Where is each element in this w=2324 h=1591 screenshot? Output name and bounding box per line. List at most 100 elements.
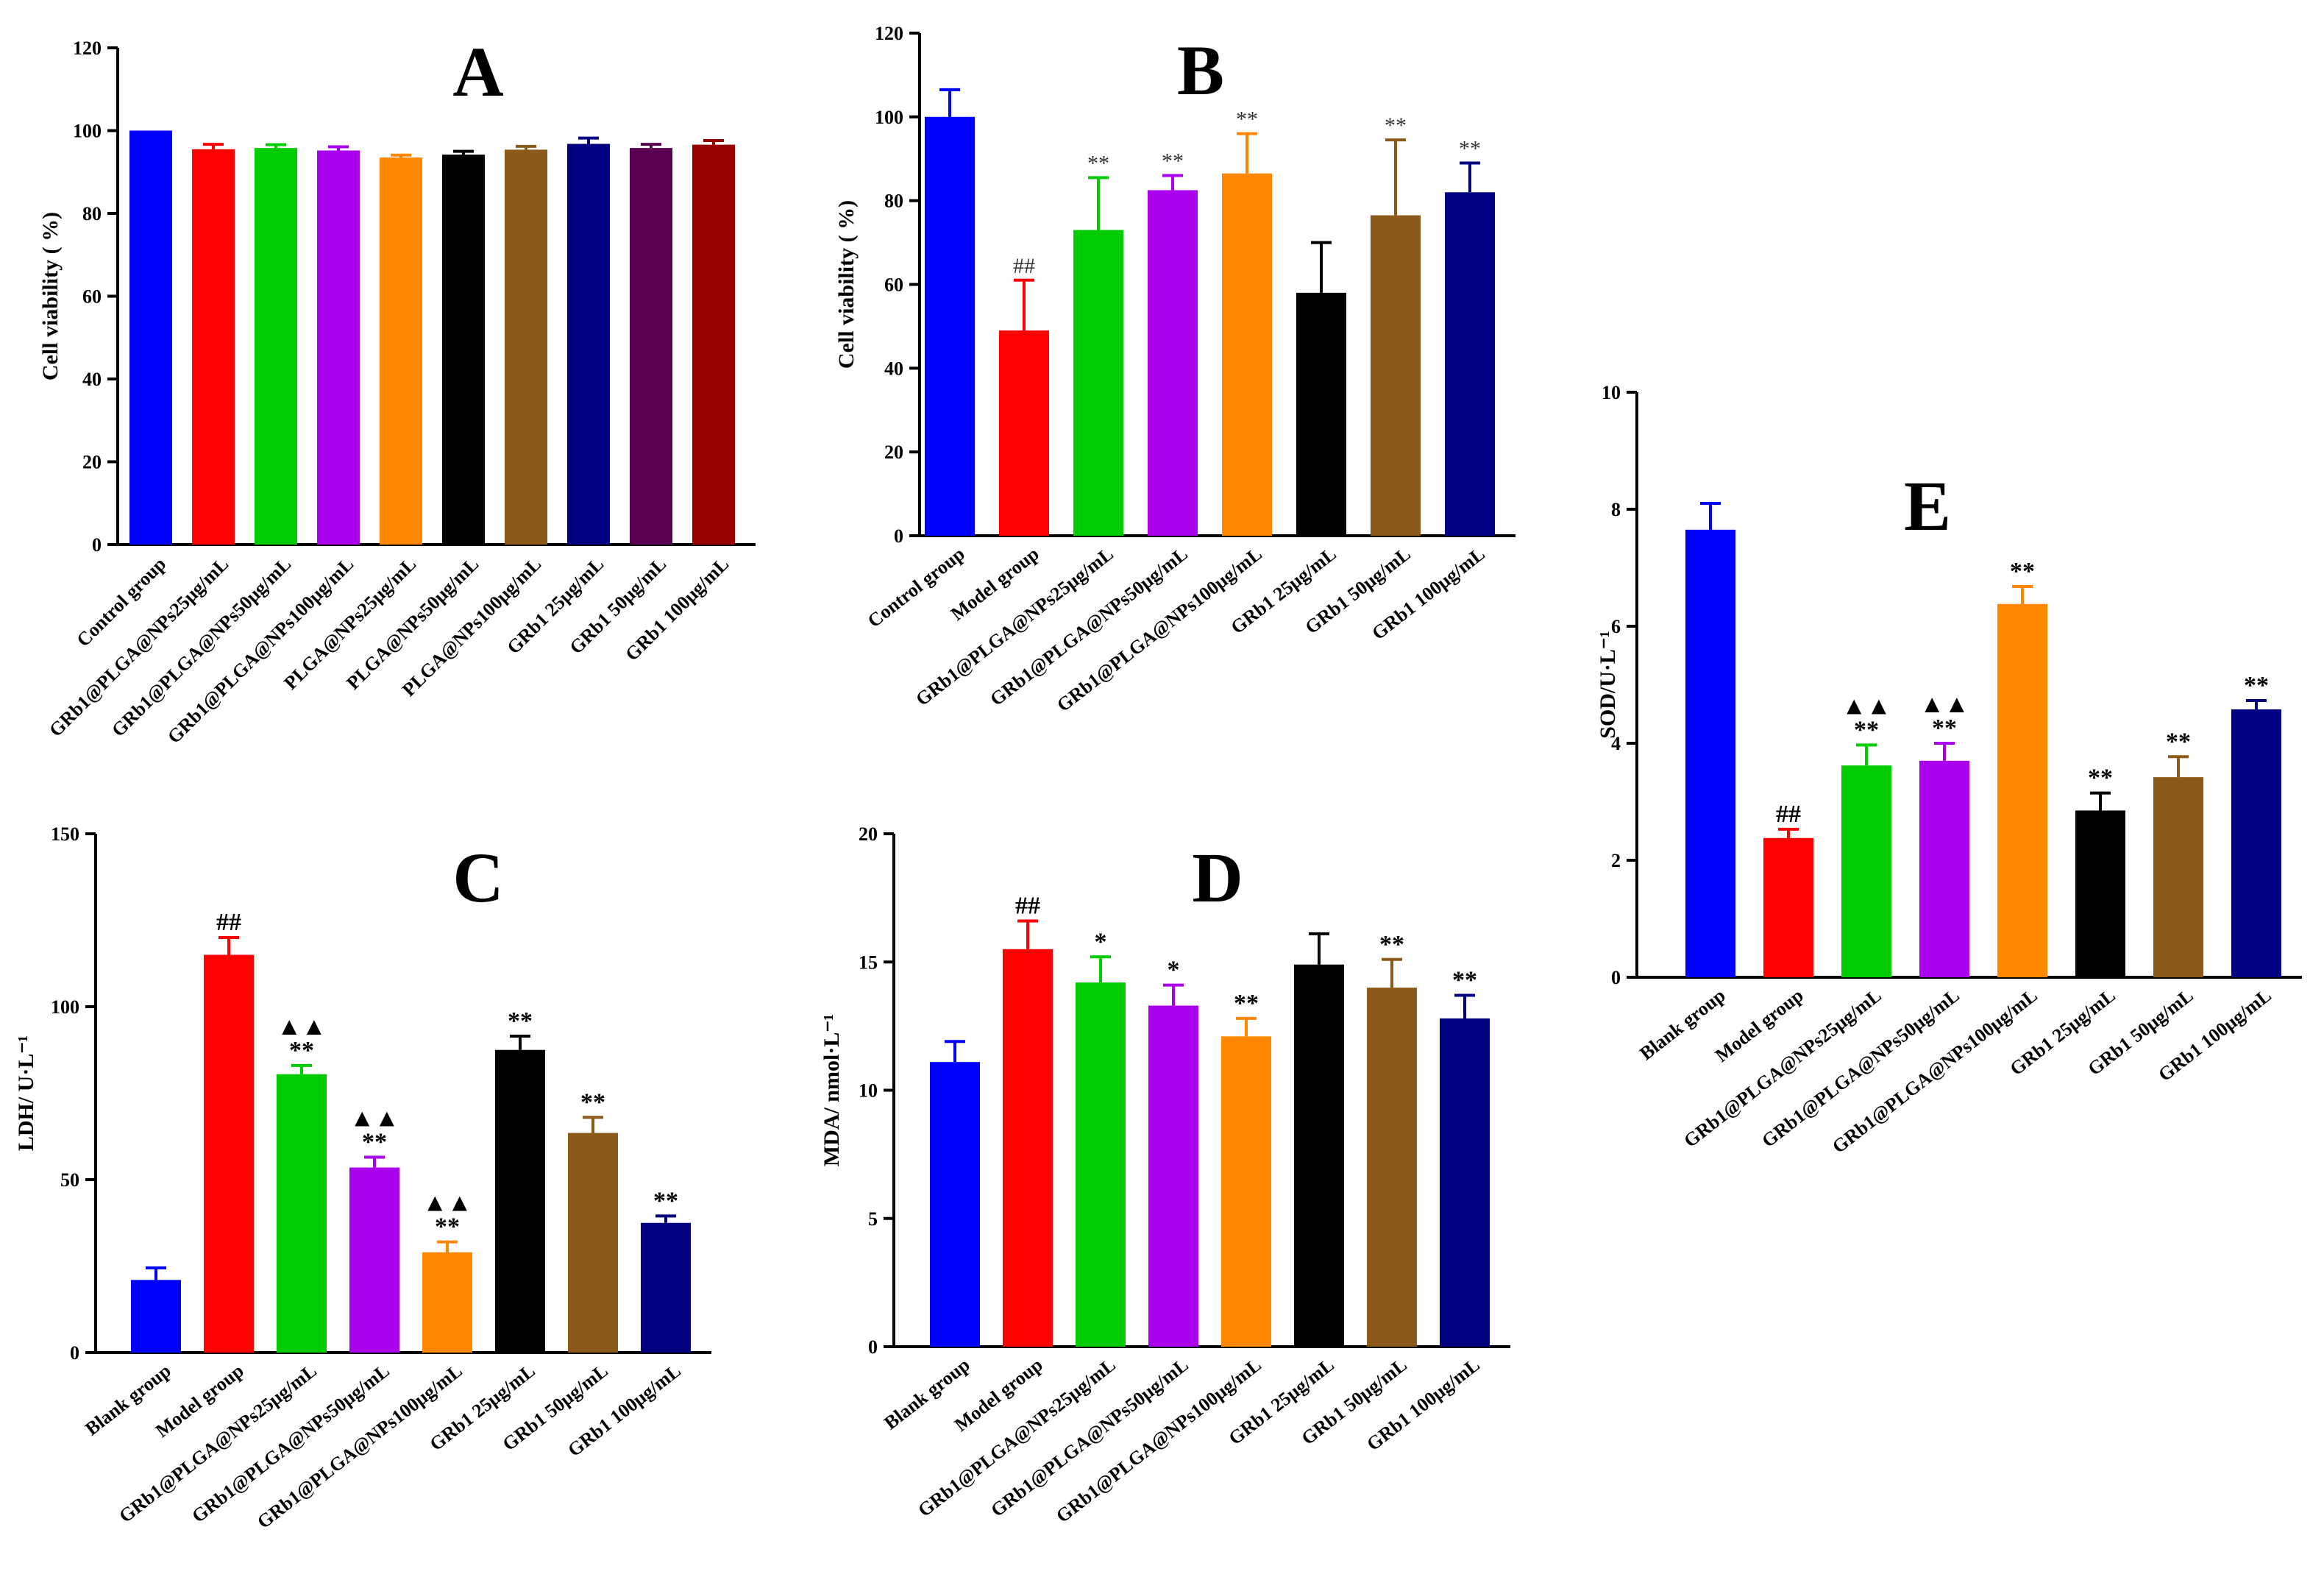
bar-c-5	[495, 1049, 545, 1353]
bar-b-7	[1445, 192, 1495, 536]
y-tick-label-d: 15	[859, 952, 878, 973]
significance-label-c-2: **	[289, 1037, 314, 1064]
y-tick-label-a: 100	[73, 121, 102, 142]
y-tick-label-a: 40	[82, 369, 102, 390]
bar-b-3	[1148, 190, 1198, 536]
bar-a-5	[442, 155, 485, 545]
panel-letter-a: A	[452, 32, 503, 111]
bar-a-6	[505, 149, 547, 545]
y-axis-label-e: SOD/U·L⁻¹	[1596, 631, 1620, 739]
bar-e-0	[1685, 529, 1735, 977]
y-axis-label-b: Cell viability ( %)	[834, 200, 859, 369]
bar-b-5	[1296, 292, 1346, 536]
significance-label-d-6: **	[1379, 931, 1404, 958]
significance-label-d-1: ##	[1015, 892, 1040, 919]
significance-label-c-5: **	[508, 1007, 533, 1035]
bar-d-2	[1076, 982, 1126, 1347]
significance-label-b-1: ##	[1013, 254, 1035, 278]
bar-e-5	[2075, 810, 2125, 977]
bar-d-7	[1440, 1018, 1490, 1347]
significance-label-c-7: **	[653, 1187, 678, 1214]
bar-d-3	[1148, 1005, 1198, 1347]
significance-label-b-4: **	[1236, 107, 1258, 132]
significance-label-e-5: **	[2088, 765, 2113, 792]
y-tick-label-e: 2	[1611, 850, 1621, 871]
y-tick-label-b: 0	[894, 525, 903, 547]
y-tick-label-a: 60	[82, 286, 102, 308]
y-tick-label-c: 150	[51, 823, 79, 845]
triangle-marker-e-3: ▲▲	[1919, 691, 1969, 718]
bar-a-9	[692, 144, 735, 545]
bar-c-7	[641, 1222, 691, 1353]
bar-d-5	[1294, 964, 1344, 1347]
significance-label-b-2: **	[1087, 151, 1109, 175]
bar-a-0	[129, 130, 172, 545]
significance-label-d-3: *	[1168, 957, 1180, 984]
y-tick-label-d: 10	[859, 1080, 878, 1102]
bar-e-7	[2231, 709, 2281, 977]
bar-c-4	[422, 1252, 472, 1353]
bar-e-3	[1919, 760, 1969, 977]
significance-label-d-4: **	[1234, 990, 1259, 1017]
y-tick-label-a: 80	[82, 203, 102, 224]
panel-letter-c: C	[452, 838, 503, 917]
significance-label-c-3: **	[362, 1128, 387, 1155]
y-tick-label-d: 0	[868, 1336, 878, 1358]
triangle-marker-e-2: ▲▲	[1841, 692, 1891, 720]
bar-c-0	[131, 1280, 181, 1353]
category-label-b-0: Control group	[864, 543, 969, 632]
significance-label-c-1: ##	[216, 909, 241, 936]
bar-c-3	[349, 1167, 399, 1353]
triangle-marker-c-2: ▲▲	[277, 1013, 326, 1041]
bar-a-4	[380, 157, 422, 545]
bar-c-1	[204, 954, 254, 1353]
bar-b-0	[925, 116, 975, 536]
y-tick-label-c: 50	[60, 1169, 79, 1191]
y-tick-label-e: 4	[1611, 733, 1621, 754]
significance-label-e-3: **	[1932, 715, 1957, 742]
y-axis-label-d: MDA/ nmol·L⁻¹	[820, 1014, 844, 1166]
bar-a-7	[567, 143, 610, 545]
y-tick-label-a: 120	[73, 38, 102, 59]
bar-b-6	[1371, 215, 1421, 536]
bar-a-2	[255, 148, 297, 545]
bar-b-1	[999, 330, 1049, 536]
significance-label-c-4: **	[435, 1213, 460, 1241]
triangle-marker-c-4: ▲▲	[422, 1190, 472, 1217]
significance-label-d-7: **	[1452, 967, 1477, 994]
y-tick-label-e: 8	[1611, 499, 1621, 520]
significance-label-e-7: **	[2244, 672, 2269, 699]
bar-c-6	[568, 1133, 618, 1353]
significance-label-d-2: *	[1095, 928, 1107, 955]
y-tick-label-b: 40	[884, 358, 903, 379]
triangle-marker-c-3: ▲▲	[349, 1105, 399, 1132]
bar-b-4	[1222, 173, 1272, 536]
significance-label-e-4: **	[2010, 558, 2035, 585]
chart-panel-b: B 0 20 40 60 80 100 120 Cell viability ( %) Contr…	[834, 23, 1515, 716]
y-tick-label-c: 100	[51, 996, 79, 1018]
bar-e-1	[1763, 837, 1813, 977]
y-tick-label-b: 20	[884, 442, 903, 463]
bar-e-6	[2153, 777, 2203, 977]
panel-letter-d: D	[1192, 838, 1243, 917]
significance-label-b-6: **	[1385, 113, 1407, 138]
y-tick-label-e: 6	[1611, 616, 1621, 637]
y-axis-label-a: Cell viability ( %)	[38, 212, 63, 380]
y-tick-label-b: 100	[875, 107, 903, 128]
bar-a-1	[192, 149, 235, 545]
bar-e-4	[1997, 603, 2047, 977]
y-tick-label-e: 10	[1602, 382, 1621, 403]
y-tick-label-d: 20	[859, 823, 878, 845]
y-tick-label-a: 0	[92, 534, 102, 556]
panel-letter-b: B	[1177, 31, 1224, 110]
y-tick-label-c: 0	[70, 1342, 79, 1364]
significance-label-e-2: **	[1854, 716, 1879, 743]
y-tick-label-b: 80	[884, 191, 903, 212]
significance-label-e-6: **	[2166, 728, 2191, 755]
panel-letter-e: E	[1904, 467, 1951, 545]
